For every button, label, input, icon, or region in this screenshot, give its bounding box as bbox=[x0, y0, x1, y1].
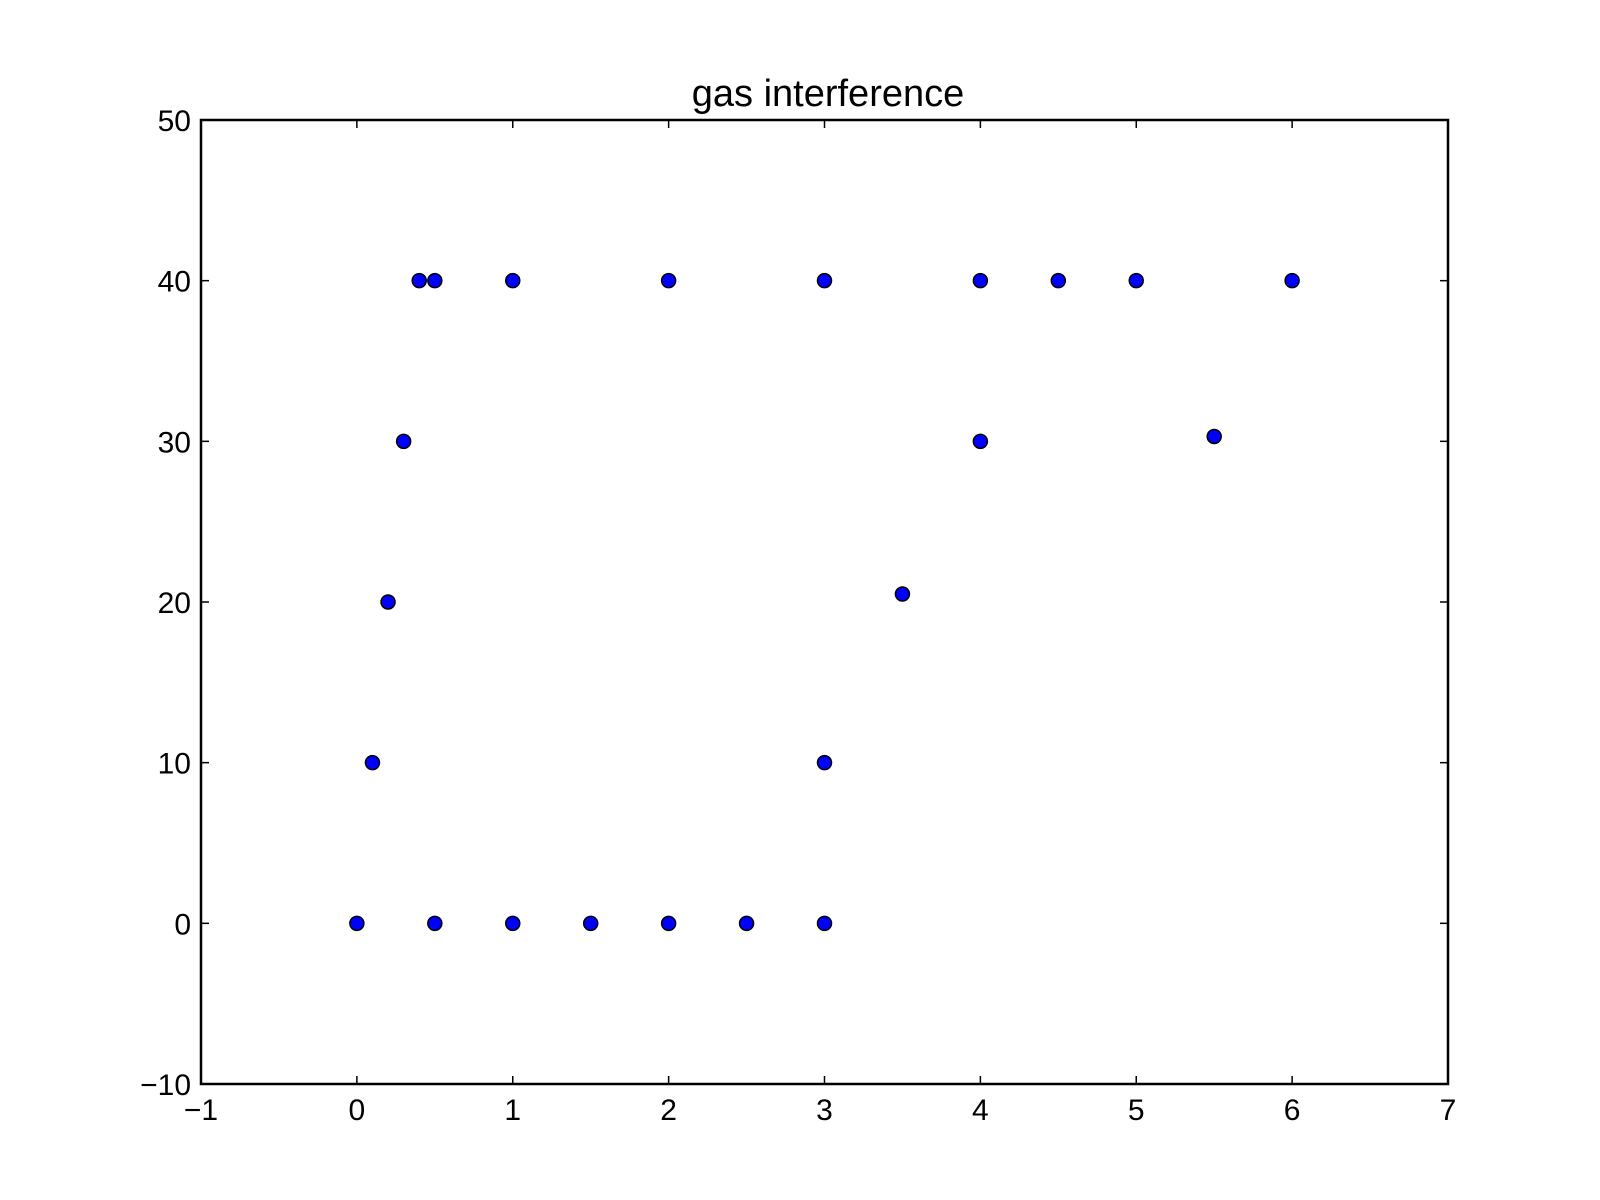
x-tick-label: 2 bbox=[660, 1094, 677, 1127]
x-tick-label: 0 bbox=[349, 1094, 366, 1127]
y-tick-label: 0 bbox=[174, 908, 191, 941]
data-point bbox=[411, 272, 427, 289]
y-tick-label: 30 bbox=[158, 426, 191, 459]
data-point bbox=[380, 594, 396, 610]
data-point bbox=[1050, 272, 1067, 289]
y-tick-label: 20 bbox=[158, 587, 191, 620]
y-tick-label: −10 bbox=[140, 1069, 191, 1102]
data-point bbox=[505, 272, 521, 289]
data-point bbox=[894, 586, 911, 602]
data-point bbox=[427, 915, 443, 932]
data-point bbox=[582, 915, 599, 932]
plot-frame bbox=[199, 118, 1450, 1086]
x-tick-label: 3 bbox=[816, 1094, 833, 1127]
x-tick-label: 6 bbox=[1284, 1094, 1301, 1127]
data-point bbox=[505, 915, 521, 932]
data-point bbox=[816, 915, 833, 932]
data-point bbox=[364, 754, 381, 771]
data-point bbox=[972, 272, 989, 289]
data-point bbox=[1284, 272, 1300, 289]
x-tick-label: −1 bbox=[184, 1094, 218, 1127]
x-tick-label: 7 bbox=[1440, 1094, 1457, 1127]
data-point bbox=[660, 272, 677, 289]
data-point bbox=[660, 915, 677, 932]
data-point bbox=[1128, 272, 1144, 289]
y-tick-label: 50 bbox=[158, 105, 191, 138]
x-tick-label: 5 bbox=[1128, 1094, 1145, 1127]
data-point bbox=[395, 433, 412, 450]
y-tick-label: 40 bbox=[158, 266, 191, 299]
data-point bbox=[816, 272, 833, 289]
data-point bbox=[1206, 428, 1222, 445]
data-point bbox=[738, 915, 755, 932]
y-tick-label: 10 bbox=[158, 748, 191, 781]
data-point bbox=[349, 915, 365, 932]
chart-title: gas interference bbox=[692, 73, 965, 115]
x-tick-label: 4 bbox=[972, 1094, 989, 1127]
x-tick-label: 1 bbox=[504, 1094, 521, 1127]
data-point bbox=[427, 272, 443, 289]
data-point bbox=[972, 433, 989, 450]
data-point bbox=[816, 754, 833, 771]
points-layer bbox=[349, 272, 1300, 932]
